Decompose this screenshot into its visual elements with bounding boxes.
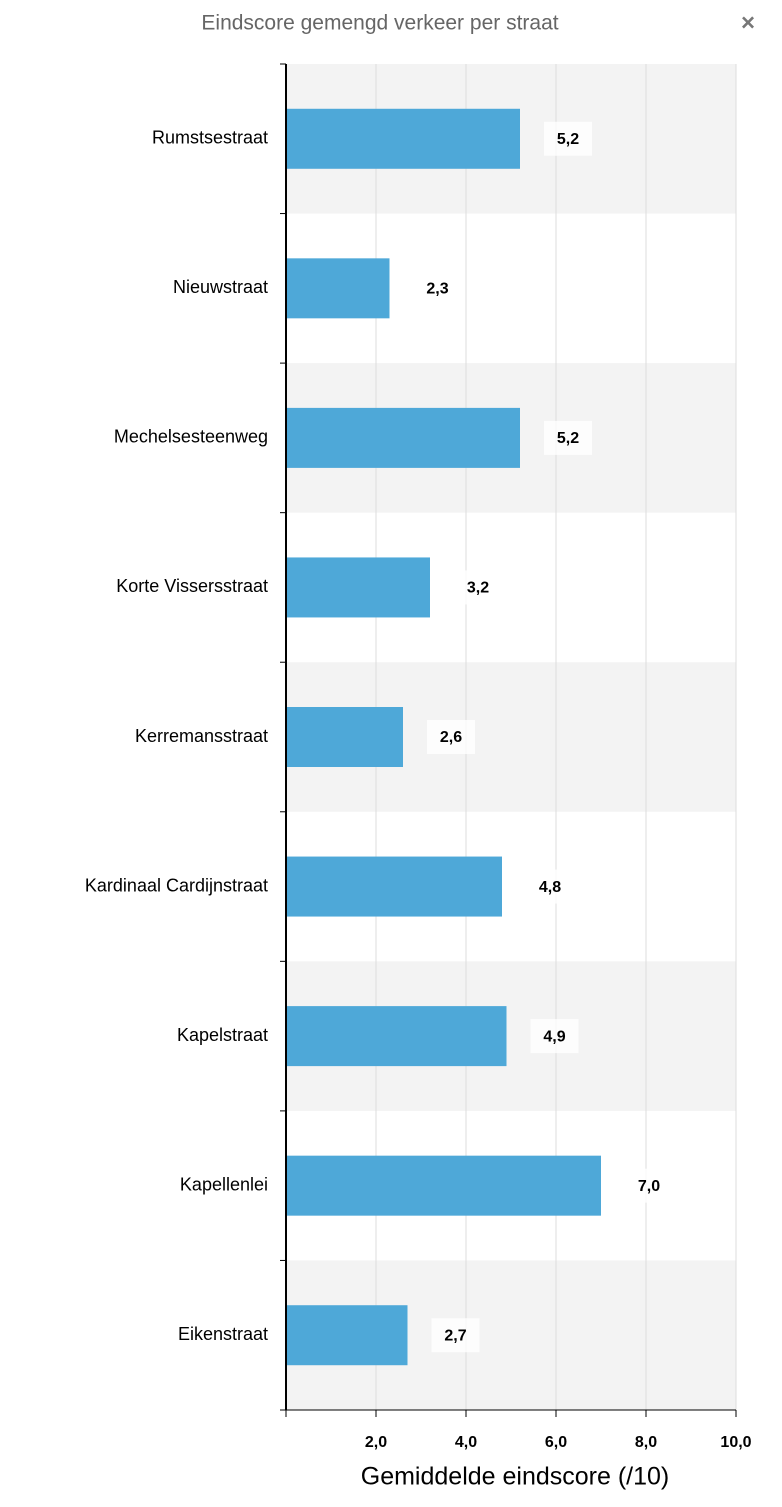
- value-label-bg: [530, 1019, 579, 1054]
- close-button[interactable]: ×: [741, 9, 755, 36]
- bar: [286, 1006, 507, 1067]
- value-label: 4,8: [539, 879, 561, 896]
- value-label: 2,3: [426, 281, 448, 298]
- value-label-bg: [544, 121, 592, 156]
- value-label-bg: [413, 271, 462, 306]
- value-label: 5,2: [557, 430, 579, 447]
- x-tick-label: 4,0: [455, 1434, 477, 1451]
- value-label-bg: [544, 420, 592, 455]
- bar: [286, 407, 520, 468]
- value-label-bg: [427, 720, 475, 754]
- value-label-bg: [431, 1318, 480, 1353]
- x-tick-label: 2,0: [365, 1434, 387, 1451]
- y-tick-label: Kerremansstraat: [135, 726, 268, 746]
- y-tick-label: Rumstsestraat: [152, 128, 268, 148]
- bar: [286, 1305, 408, 1366]
- value-label: 7,0: [638, 1178, 660, 1195]
- y-tick-label: Nieuwstraat: [173, 277, 268, 297]
- x-tick-label: 6,0: [545, 1434, 567, 1451]
- x-tick-label: 10,0: [720, 1434, 751, 1451]
- value-label: 3,2: [467, 580, 489, 597]
- x-axis-title: Gemiddelde eindscore (/10): [361, 1463, 670, 1491]
- y-tick-label: Kardinaal Cardijnstraat: [85, 875, 268, 895]
- y-tick-label: Korte Vissersstraat: [116, 576, 268, 596]
- value-label: 2,7: [444, 1327, 466, 1344]
- bar: [286, 1155, 601, 1216]
- y-tick-label: Kapelstraat: [177, 1025, 268, 1045]
- x-tick-label: 8,0: [635, 1434, 657, 1451]
- bar: [286, 258, 390, 319]
- bar: [286, 557, 430, 618]
- value-label-bg: [625, 1168, 673, 1203]
- value-label-bg: [454, 570, 502, 605]
- y-tick-label: Mechelsesteenweg: [114, 427, 268, 447]
- y-tick-label: Kapellenlei: [180, 1174, 268, 1194]
- y-tick-label: Eikenstraat: [178, 1324, 268, 1344]
- value-label: 2,6: [440, 729, 462, 746]
- bar: [286, 856, 502, 917]
- value-label-bg: [526, 869, 574, 904]
- chart-title: Eindscore gemengd verkeer per straat: [201, 12, 558, 35]
- bar: [286, 108, 520, 169]
- bar: [286, 707, 403, 767]
- value-label: 5,2: [557, 131, 579, 148]
- value-label: 4,9: [543, 1028, 565, 1045]
